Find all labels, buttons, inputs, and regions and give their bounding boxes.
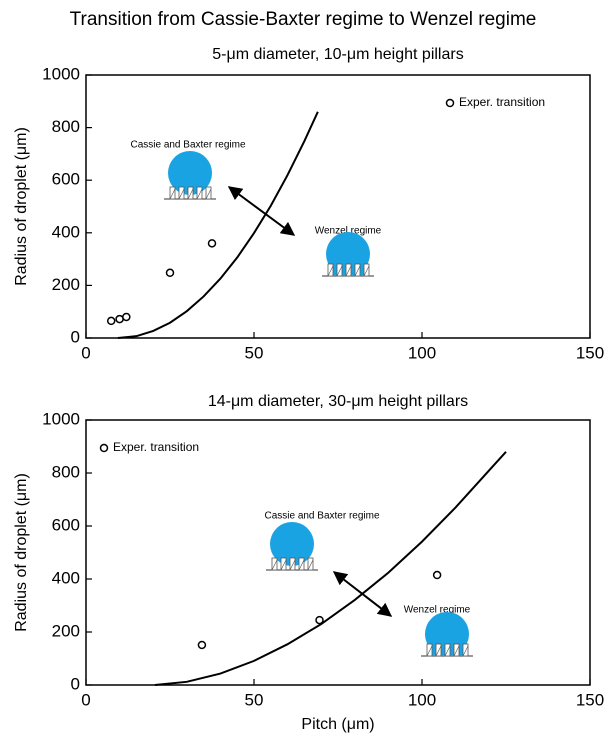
annotation: Wenzel regime — [404, 605, 471, 616]
hatch — [444, 645, 451, 657]
hatch — [196, 188, 203, 200]
chart-subtitle: 5-μm diameter, 10-μm height pillars — [212, 46, 463, 63]
y-tick-label: 0 — [71, 674, 80, 693]
hatch — [336, 265, 343, 277]
y-tick-label: 800 — [52, 462, 80, 481]
hatch — [307, 559, 314, 571]
annotation: Cassie and Baxter regime — [130, 140, 245, 151]
legend-marker — [445, 98, 455, 108]
pillar — [327, 263, 334, 277]
legend-label: Exper. transition — [459, 95, 545, 109]
pillar — [289, 557, 296, 571]
x-tick-label: 50 — [245, 690, 264, 709]
x-axis-label: Pitch (μm) — [301, 716, 374, 733]
hatch — [271, 559, 278, 571]
cassie-droplet-icon — [164, 151, 216, 200]
hatch — [178, 188, 185, 200]
hatch — [327, 265, 334, 277]
x-tick-label: 0 — [81, 343, 90, 362]
annotation: Wenzel regime — [315, 226, 382, 237]
pillar — [336, 263, 343, 277]
pillar — [169, 186, 176, 200]
data-point — [165, 268, 175, 278]
pillar — [307, 557, 314, 571]
data-point — [197, 640, 207, 650]
x-tick-label: 0 — [81, 690, 90, 709]
hatch — [426, 645, 433, 657]
y-tick-label: 400 — [52, 222, 80, 241]
pillar — [196, 186, 203, 200]
pillar — [345, 263, 352, 277]
pillar — [453, 643, 460, 657]
hatch — [298, 559, 305, 571]
pillar — [271, 557, 278, 571]
drop — [168, 151, 212, 195]
x-tick-label: 150 — [576, 690, 604, 709]
hatch — [354, 265, 361, 277]
hatch — [363, 265, 370, 277]
chart-subtitle: 14-μm diameter, 30-μm height pillars — [208, 393, 468, 410]
y-tick-label: 200 — [52, 621, 80, 640]
y-tick-label: 400 — [52, 568, 80, 587]
hatch — [453, 645, 460, 657]
pillar — [280, 557, 287, 571]
data-point — [207, 239, 217, 248]
hatch — [462, 645, 469, 657]
drop — [270, 522, 314, 566]
hatch — [280, 559, 287, 571]
y-axis-label: Radius of droplet (μm) — [13, 127, 30, 286]
data-point — [122, 312, 131, 322]
pillar — [205, 186, 212, 200]
transition-arrow — [227, 186, 296, 236]
pillar — [435, 643, 442, 657]
hatch — [345, 265, 352, 277]
figure-title: Transition from Cassie-Baxter regime to … — [70, 9, 537, 30]
pillar — [187, 186, 194, 200]
data-point — [432, 570, 442, 580]
y-tick-label: 1000 — [42, 409, 80, 428]
cassie-droplet-icon — [266, 522, 318, 571]
wenzel-droplet-icon — [421, 612, 473, 657]
legend-label: Exper. transition — [113, 440, 199, 454]
pillar — [426, 643, 433, 657]
x-tick-label: 50 — [245, 343, 264, 362]
hatch — [187, 188, 194, 200]
plot-frame — [85, 74, 591, 339]
y-tick-label: 0 — [71, 327, 80, 346]
data-point — [106, 316, 116, 326]
curve — [117, 111, 319, 339]
x-tick-label: 100 — [408, 343, 436, 362]
pillar — [444, 643, 451, 657]
pillar — [354, 263, 361, 277]
pillar — [298, 557, 305, 571]
hatch — [169, 188, 176, 200]
pillar — [462, 643, 469, 657]
pillar — [363, 263, 370, 277]
y-tick-label: 200 — [52, 275, 80, 294]
x-tick-label: 150 — [576, 343, 604, 362]
y-axis-label: Radius of droplet (μm) — [13, 473, 30, 632]
y-tick-label: 800 — [52, 117, 80, 136]
y-tick-label: 600 — [52, 515, 80, 534]
hatch — [435, 645, 442, 657]
wenzel-droplet-icon — [322, 232, 374, 277]
hatch — [289, 559, 296, 571]
plot-frame — [85, 419, 591, 686]
y-tick-label: 1000 — [42, 64, 80, 83]
pillar — [178, 186, 185, 200]
x-tick-label: 100 — [408, 690, 436, 709]
data-point — [315, 615, 324, 625]
legend-marker — [99, 443, 109, 453]
y-tick-label: 600 — [52, 170, 80, 189]
transition-arrow — [332, 571, 393, 617]
annotation: Cassie and Baxter regime — [264, 511, 379, 522]
hatch — [205, 188, 212, 200]
data-point — [115, 314, 124, 324]
